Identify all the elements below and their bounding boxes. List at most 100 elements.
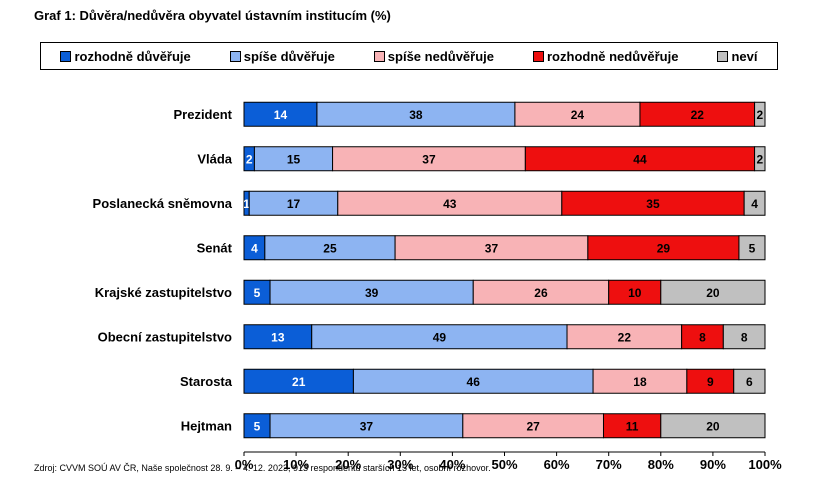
category-label: Hejtman (181, 418, 232, 433)
data-label: 20 (706, 286, 720, 300)
category-label: Poslanecká sněmovna (93, 196, 233, 211)
data-label: 29 (657, 241, 671, 255)
bar-segment (722, 324, 766, 350)
bar-segment (639, 101, 756, 127)
bar-segment (738, 235, 766, 261)
category-label: Starosta (180, 374, 233, 389)
data-label: 4 (251, 241, 258, 255)
data-label: 11 (626, 419, 639, 433)
x-tick-label: 0% (235, 457, 254, 472)
data-label: 37 (360, 419, 374, 433)
legend-label: neví (731, 48, 758, 64)
bar-segment (462, 413, 604, 439)
data-label: 15 (287, 152, 301, 166)
data-label: 37 (485, 241, 499, 255)
data-label: 5 (254, 419, 261, 433)
data-label: 22 (691, 108, 705, 122)
bar-segment (524, 146, 756, 172)
data-label: 18 (633, 375, 647, 389)
data-label: 6 (746, 375, 753, 389)
data-label: 27 (526, 419, 540, 433)
bar-segment (587, 235, 740, 261)
x-tick-label: 30% (387, 457, 413, 472)
data-label: 10 (628, 286, 642, 300)
legend-swatch (717, 50, 729, 62)
bar-segment (394, 235, 589, 261)
data-label: 8 (741, 330, 748, 344)
data-label: 8 (699, 330, 706, 344)
data-label: 2 (756, 152, 763, 166)
bar-segment (332, 146, 526, 172)
bar-segment (243, 324, 313, 350)
bar-segment (514, 101, 641, 127)
data-label: 24 (571, 108, 585, 122)
bar-segment (733, 368, 766, 394)
bar-segment (660, 413, 766, 439)
x-tick-label: 90% (700, 457, 726, 472)
category-label: Vláda (197, 151, 232, 166)
legend-swatch (533, 50, 544, 62)
bar-segment (269, 413, 464, 439)
bar-segment (608, 279, 662, 305)
legend-label: rozhodně důvěřuje (74, 48, 191, 64)
data-label: 38 (409, 108, 423, 122)
legend-item: neví (717, 49, 757, 64)
legend-swatch (60, 50, 72, 62)
data-label: 4 (751, 197, 758, 211)
x-tick-label: 10% (283, 457, 309, 472)
data-label: 5 (254, 286, 261, 300)
legend-item: spíše nedůvěřuje (373, 48, 495, 64)
bar-segment (592, 368, 688, 394)
bar-segment (316, 101, 516, 127)
data-label: 22 (618, 330, 632, 344)
data-label: 26 (534, 286, 548, 300)
data-label: 39 (365, 286, 379, 300)
legend-swatch (229, 50, 241, 62)
x-tick-label: 40% (439, 457, 465, 472)
bar-segment (754, 101, 766, 127)
data-label: 1 (243, 197, 250, 211)
data-label: 13 (271, 330, 285, 344)
data-label: 5 (749, 241, 756, 255)
data-label: 17 (287, 197, 301, 211)
data-label: 2 (246, 152, 253, 166)
source-note: Zdroj: CVVM SOÚ AV ČR, Naše společnost 2… (34, 463, 491, 473)
data-label: 37 (422, 152, 436, 166)
bar-segment (248, 190, 339, 216)
category-label: Krajské zastupitelstvo (95, 285, 232, 300)
data-label: 14 (274, 108, 288, 122)
bar-segment (352, 368, 594, 394)
legend-item: spíše důvěřuje (229, 48, 335, 64)
bar-segment (311, 324, 568, 350)
data-label: 43 (443, 197, 457, 211)
bar-segment (561, 190, 745, 216)
legend: rozhodně důvěřuje spíše důvěřuje spíše ned… (40, 42, 778, 70)
bar-segment (660, 279, 766, 305)
legend-swatch (373, 50, 385, 62)
legend-item: rozhodně nedůvěřuje (533, 49, 678, 64)
bar-segment (754, 146, 766, 172)
data-label: 9 (707, 375, 714, 389)
bar-segment (243, 413, 271, 439)
category-label: Obecní zastupitelstvo (98, 329, 232, 344)
category-label: Senát (197, 240, 233, 255)
x-tick-label: 70% (596, 457, 622, 472)
bar-segment (602, 413, 662, 439)
data-label: 25 (323, 241, 337, 255)
data-label: 35 (646, 197, 660, 211)
legend-label: spíše nedůvěřuje (387, 48, 495, 64)
legend-item: rozhodně důvěřuje (60, 48, 191, 64)
bar-segment (243, 279, 271, 305)
legend-label: spíše důvěřuje (243, 48, 335, 64)
category-label: Prezident (173, 107, 232, 122)
x-tick-label: 80% (648, 457, 674, 472)
bar-segment (566, 324, 683, 350)
bar-segment (243, 368, 354, 394)
data-label: 46 (467, 375, 481, 389)
chart-title: Graf 1: Důvěra/nedůvěra obyvatel ústavní… (34, 8, 391, 23)
x-tick-label: 60% (544, 457, 570, 472)
bar-segment (743, 190, 766, 216)
bar-segment (269, 279, 474, 305)
data-label: 2 (756, 108, 763, 122)
